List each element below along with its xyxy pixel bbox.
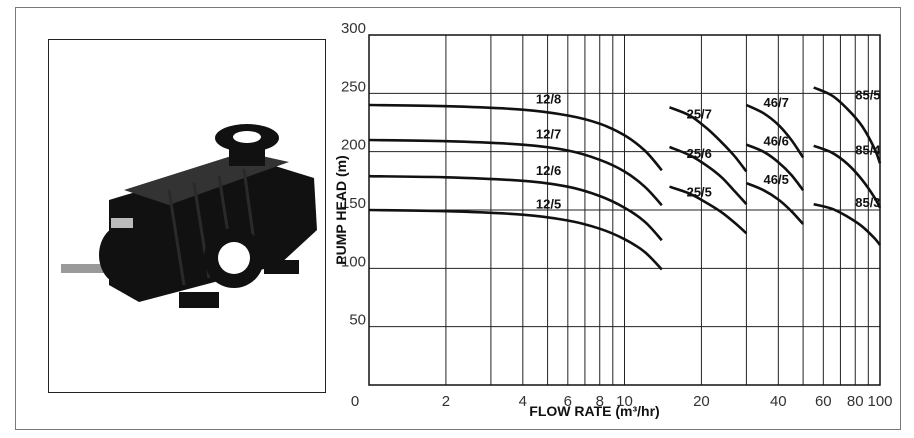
pump-curve-line [368,174,663,242]
pump-curve-line [813,144,882,209]
pump-photo-frame [48,39,326,393]
curve-label: 85/5 [855,88,880,103]
pump-curve-line [745,103,805,159]
suction-opening [218,242,250,274]
pump-foot [179,292,219,308]
x-tick-label: 60 [815,393,832,410]
stage-ring [167,189,186,286]
curve-label: 46/7 [764,95,789,110]
curve-label: 85/3 [855,195,880,210]
pump-curve-line [745,143,805,191]
nameplate [111,218,133,228]
y-axis-title: PUMP HEAD (m) [333,155,349,264]
x-tick-label: 8 [596,393,604,410]
x-tick-label: 2 [442,393,450,410]
pump-curve-line [669,185,748,235]
y-tick-label: 100 [341,253,366,270]
y-tick-label: 250 [341,78,366,95]
curve-label: 25/7 [687,107,712,122]
x-tick-label: 100 [867,393,892,410]
x-tick-label: 6 [564,393,572,410]
curve-label: 12/8 [536,92,561,107]
pump-curve-line [368,103,663,172]
y-tick-label: 150 [341,195,366,212]
pump-curve-line [669,145,748,206]
pump-shaft [61,264,109,273]
curve-label: 46/6 [764,134,789,149]
pump-curve-line [813,86,882,164]
multistage-pump-illustration [61,124,317,308]
pump-curve-line [813,202,882,246]
pump-curve-line [669,106,748,173]
x-tick-label: 4 [519,393,527,410]
curve-label: 12/5 [536,197,561,212]
y-tick-label: 50 [349,312,366,329]
pump-curve-line [368,138,663,207]
y-tick-label: 200 [341,137,366,154]
figure-frame: 2 4 6 8 10 20 40 60 80 100 50 100 150 200 250 300 12/8 1… [15,7,901,430]
curve-label: 25/5 [687,185,712,200]
discharge-opening [233,131,261,143]
pump-curve-line [745,181,805,225]
x-tick-label: 40 [770,393,787,410]
curve-label: 46/5 [764,172,789,187]
curve-label: 25/6 [687,146,712,161]
y-tick-label: 300 [341,20,366,37]
curve-label: 12/7 [536,127,561,142]
curve-label: 85/4 [855,143,881,158]
pump-curve-line [368,208,663,271]
x-axis-title: FLOW RATE (m³/hr) [529,403,659,419]
curve-labels: 12/8 12/7 12/6 12/5 25/7 25/6 25/5 46/7 46/6 46/5… [536,88,881,212]
x-tick-label: 80 [847,393,864,410]
origin-tick-label: 0 [351,393,359,410]
x-tick-label: 20 [693,393,710,410]
pump-curves [368,86,882,271]
x-tick-label: 10 [616,393,633,410]
pump-foot [264,260,299,274]
curve-label: 12/6 [536,163,561,178]
